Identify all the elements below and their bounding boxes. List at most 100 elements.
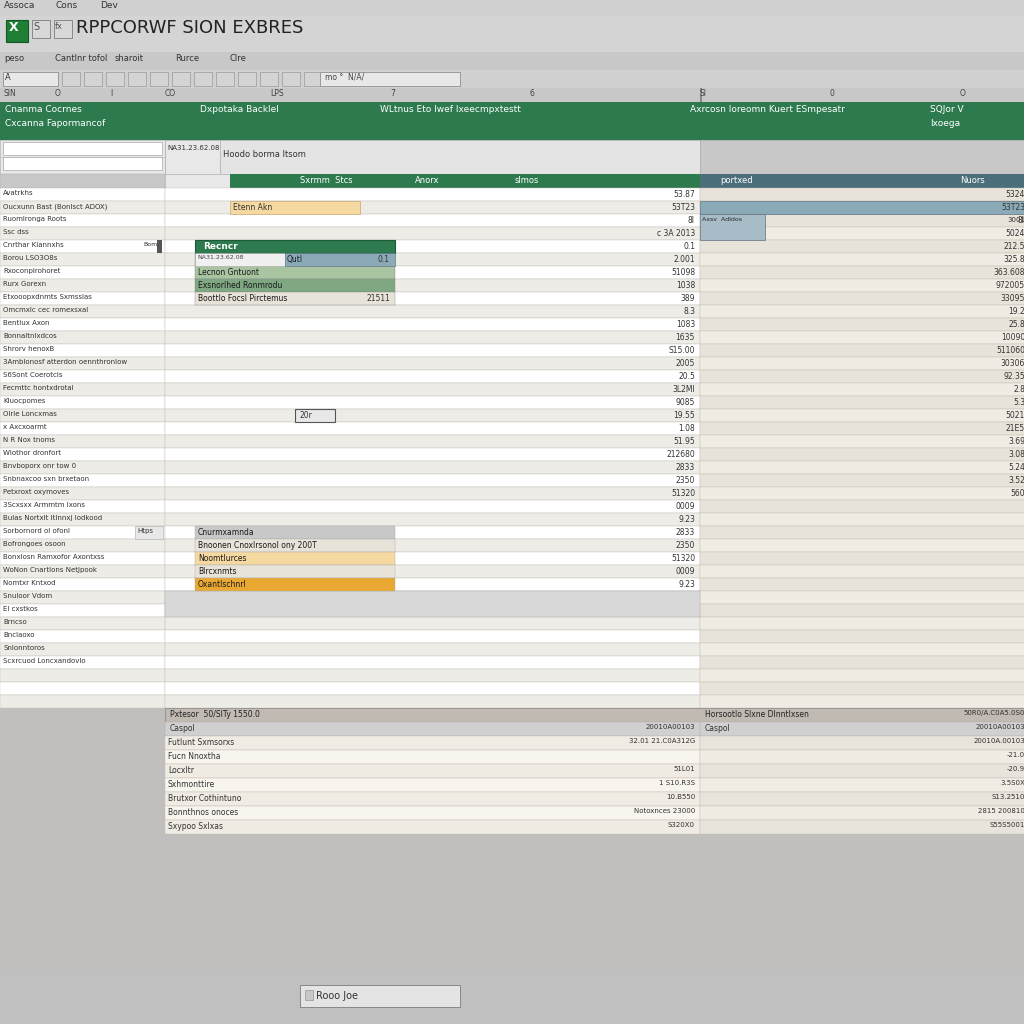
Bar <box>305 990 313 1000</box>
Text: Scxrcuod Loncxandovlo: Scxrcuod Loncxandovlo <box>3 658 86 664</box>
Bar <box>165 227 700 240</box>
Text: 20.5: 20.5 <box>678 372 695 381</box>
Text: 51.95: 51.95 <box>673 437 695 446</box>
Bar <box>165 474 700 487</box>
Text: Sxhmonttire: Sxhmonttire <box>168 780 215 790</box>
Text: Htps: Htps <box>137 528 153 534</box>
Bar <box>295 409 335 422</box>
Text: Sorbornord ol ofonl: Sorbornord ol ofonl <box>3 528 70 534</box>
Bar <box>62 72 80 86</box>
Bar <box>165 513 700 526</box>
Text: Brutxor Cothintuno: Brutxor Cothintuno <box>168 794 242 803</box>
Text: Bonnaltnlxdcos: Bonnaltnlxdcos <box>3 333 56 339</box>
Text: Clre: Clre <box>230 54 247 63</box>
Text: 21E5: 21E5 <box>1006 424 1024 433</box>
Bar <box>0 449 165 461</box>
Text: 8.3: 8.3 <box>683 307 695 316</box>
Text: S320X0: S320X0 <box>668 822 695 828</box>
Text: Locxltr: Locxltr <box>168 766 194 775</box>
Bar <box>700 578 1024 591</box>
Text: peso: peso <box>4 54 25 63</box>
Text: Dxpotaka Backlel: Dxpotaka Backlel <box>200 105 279 114</box>
Bar <box>304 72 322 86</box>
Bar <box>165 396 700 409</box>
Text: Exsnorlhed Ronmrodu: Exsnorlhed Ronmrodu <box>198 281 283 290</box>
Bar <box>0 214 165 227</box>
Bar <box>0 357 165 370</box>
Bar <box>700 344 1024 357</box>
Bar <box>165 240 700 253</box>
Bar <box>128 72 146 86</box>
Text: Cantlnr tofol: Cantlnr tofol <box>55 54 108 63</box>
Text: RPPCORWF SION EXBRES: RPPCORWF SION EXBRES <box>76 19 303 37</box>
Bar <box>165 266 700 279</box>
Bar <box>238 72 256 86</box>
Bar <box>0 331 165 344</box>
Bar <box>700 201 1024 214</box>
Text: 30306: 30306 <box>1000 359 1024 368</box>
Bar <box>0 500 165 513</box>
Bar <box>165 500 700 513</box>
Text: 5024: 5024 <box>1006 229 1024 238</box>
Text: NA31.23.62.08: NA31.23.62.08 <box>167 145 219 151</box>
Bar <box>700 539 1024 552</box>
Bar <box>0 409 165 422</box>
Text: 3001: 3001 <box>1007 217 1024 223</box>
Bar <box>165 214 700 227</box>
Text: Omcmxlc cec romexsxal: Omcmxlc cec romexsxal <box>3 307 88 313</box>
Text: fx: fx <box>55 22 63 31</box>
Bar <box>700 396 1024 409</box>
Bar <box>165 487 700 500</box>
Bar <box>165 669 700 682</box>
Bar <box>165 617 700 630</box>
Text: -20.9: -20.9 <box>1007 766 1024 772</box>
Text: 53T23: 53T23 <box>1001 203 1024 212</box>
Bar <box>54 20 72 38</box>
Bar <box>165 526 700 539</box>
Text: 25.8: 25.8 <box>1009 319 1024 329</box>
Bar <box>3 157 162 170</box>
Bar <box>195 253 285 266</box>
Bar <box>700 461 1024 474</box>
Bar <box>0 695 165 708</box>
Bar <box>135 526 163 539</box>
Text: portxed: portxed <box>720 176 753 185</box>
Text: 5.24: 5.24 <box>1008 463 1024 472</box>
Text: 560: 560 <box>1011 489 1024 498</box>
Bar <box>700 474 1024 487</box>
Text: 32.01 21.C0A312G: 32.01 21.C0A312G <box>629 738 695 744</box>
Bar <box>700 140 1024 174</box>
Bar <box>0 487 165 500</box>
Bar <box>195 266 395 279</box>
Text: Bnoonen Cnoxlrsonol ony 200T: Bnoonen Cnoxlrsonol ony 200T <box>198 541 316 550</box>
Text: Oucxunn Bast (Bonlsct ADOX): Oucxunn Bast (Bonlsct ADOX) <box>3 203 108 210</box>
Text: 51098: 51098 <box>671 268 695 278</box>
Bar <box>165 422 700 435</box>
Bar <box>700 764 1024 778</box>
Text: Brncso: Brncso <box>3 618 27 625</box>
Text: Axsv  Adldos: Axsv Adldos <box>702 217 742 222</box>
Text: S13.2510: S13.2510 <box>991 794 1024 800</box>
Text: Nomtxr Kntxod: Nomtxr Kntxod <box>3 580 55 586</box>
Text: 1 S10.R3S: 1 S10.R3S <box>659 780 695 786</box>
Bar <box>700 357 1024 370</box>
Text: 9085: 9085 <box>676 398 695 407</box>
Text: Nuors: Nuors <box>961 176 985 185</box>
Bar <box>700 409 1024 422</box>
Text: slmos: slmos <box>515 176 540 185</box>
Text: 5021: 5021 <box>1006 411 1024 420</box>
Bar <box>700 214 1024 227</box>
Text: Cnurmxamnda: Cnurmxamnda <box>198 528 255 537</box>
Text: Petxroxt oxymoves: Petxroxt oxymoves <box>3 489 70 495</box>
Text: 50R0/A.C0A5.0S0: 50R0/A.C0A5.0S0 <box>964 710 1024 716</box>
Bar <box>0 0 1024 16</box>
Text: Shrorv henoxB: Shrorv henoxB <box>3 346 54 352</box>
Text: Sxypoo Sxlxas: Sxypoo Sxlxas <box>168 822 223 831</box>
Text: Assoca: Assoca <box>4 1 36 10</box>
Bar <box>195 552 395 565</box>
Bar <box>0 292 165 305</box>
Text: S55S5001: S55S5001 <box>989 822 1024 828</box>
Text: 10090: 10090 <box>1000 333 1024 342</box>
Bar <box>150 72 168 86</box>
Bar <box>0 370 165 383</box>
